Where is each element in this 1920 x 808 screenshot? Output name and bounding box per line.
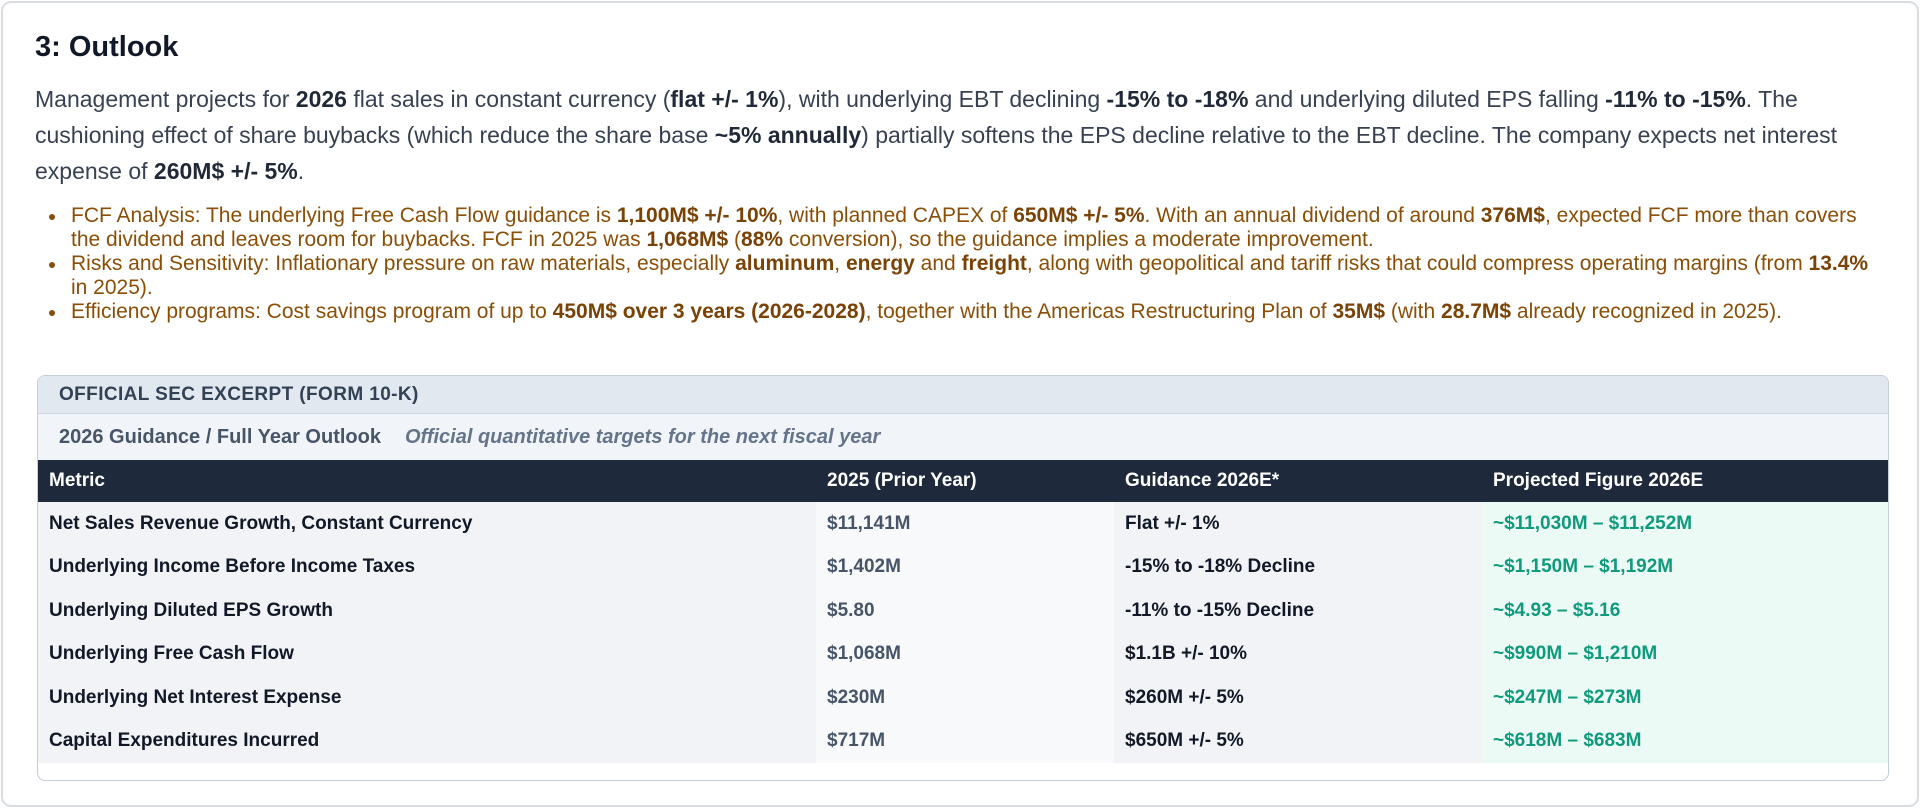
lead-highlight: flat +/- 1% bbox=[670, 86, 779, 112]
cell-metric: Capital Expenditures Incurred bbox=[38, 719, 816, 763]
bullet-highlight: 1,068M$ bbox=[646, 228, 729, 251]
cell-projected: ~$1,150M – $1,192M bbox=[1482, 545, 1888, 589]
bullet-highlight: 88% bbox=[741, 228, 784, 251]
cell-guidance: $260M +/- 5% bbox=[1114, 676, 1482, 720]
lead-text: Management projects for bbox=[35, 86, 296, 112]
table-row: Net Sales Revenue Growth, Constant Curre… bbox=[38, 502, 1888, 546]
lead-text: and underlying diluted EPS falling bbox=[1248, 86, 1606, 112]
cell-metric: Underlying Net Interest Expense bbox=[38, 676, 816, 720]
cell-guidance: $1.1B +/- 10% bbox=[1114, 632, 1482, 676]
sec-excerpt-panel: OFFICIAL SEC EXCERPT (FORM 10-K) 2026 Gu… bbox=[37, 375, 1889, 781]
cell-prior-year: $5.80 bbox=[816, 589, 1114, 633]
bullet-text: Risks and Sensitivity: Inflationary pres… bbox=[71, 252, 736, 275]
bullet-highlight: aluminum bbox=[735, 252, 835, 275]
bullet-highlight: 376M$ bbox=[1480, 204, 1545, 227]
lead-highlight: -15% to -18% bbox=[1106, 86, 1249, 112]
lead-highlight: ~5% annually bbox=[714, 122, 862, 148]
analysis-bullet-list: FCF Analysis: The underlying Free Cash F… bbox=[49, 204, 1889, 324]
table-row: Underlying Net Interest Expense $230M $260… bbox=[38, 676, 1888, 720]
lead-text: flat sales in constant currency ( bbox=[346, 86, 671, 112]
bullet-highlight: 1,100M$ +/- 10% bbox=[616, 204, 778, 227]
bullet-text: , bbox=[834, 252, 846, 275]
cell-guidance: -15% to -18% Decline bbox=[1114, 545, 1482, 589]
cell-prior-year: $1,402M bbox=[816, 545, 1114, 589]
bullet-text: in 2025). bbox=[71, 276, 153, 299]
bullet-highlight: 13.4% bbox=[1808, 252, 1869, 275]
cell-projected: ~$618M – $683M bbox=[1482, 719, 1888, 763]
table-row: Underlying Free Cash Flow $1,068M $1.1B +/… bbox=[38, 632, 1888, 676]
bullet-text: , expected FCF more than covers the divi… bbox=[71, 204, 1857, 251]
cell-prior-year: $11,141M bbox=[816, 502, 1114, 546]
column-header-metric: Metric bbox=[38, 460, 816, 502]
guidance-subtitle-note: Official quantitative targets for the ne… bbox=[404, 426, 881, 448]
bullet-highlight: 28.7M$ bbox=[1441, 300, 1512, 323]
sec-excerpt-subtitle-bar: 2026 Guidance / Full Year Outlook Officia… bbox=[38, 414, 1888, 460]
column-header-prior-year: 2025 (Prior Year) bbox=[816, 460, 1114, 502]
bullet-text: FCF Analysis: The underlying Free Cash F… bbox=[71, 204, 617, 227]
table-row: Underlying Diluted EPS Growth $5.80 -11% t… bbox=[38, 589, 1888, 633]
lead-paragraph: Management projects for 2026 flat sales … bbox=[35, 81, 1889, 189]
bullet-text: (with bbox=[1385, 300, 1442, 323]
lead-highlight: 260M$ +/- 5% bbox=[153, 158, 298, 184]
bullet-text: ( bbox=[728, 228, 742, 251]
analysis-bullet: Risks and Sensitivity: Inflationary pres… bbox=[49, 252, 1889, 300]
bullet-highlight: freight bbox=[961, 252, 1027, 275]
cell-projected: ~$4.93 – $5.16 bbox=[1482, 589, 1888, 633]
cell-guidance: Flat +/- 1% bbox=[1114, 502, 1482, 546]
table-row: Capital Expenditures Incurred $717M $650M … bbox=[38, 719, 1888, 763]
cell-metric: Net Sales Revenue Growth, Constant Curre… bbox=[38, 502, 816, 546]
cell-metric: Underlying Diluted EPS Growth bbox=[38, 589, 816, 633]
lead-highlight: -11% to -15% bbox=[1605, 86, 1746, 112]
section-title: 3: Outlook bbox=[35, 31, 179, 63]
cell-metric: Underlying Income Before Income Taxes bbox=[38, 545, 816, 589]
bullet-highlight: 450M$ over 3 years (2026-2028) bbox=[552, 300, 866, 323]
bullet-text: , together with the Americas Restructuri… bbox=[865, 300, 1333, 323]
sec-excerpt-header: OFFICIAL SEC EXCERPT (FORM 10-K) bbox=[38, 376, 1888, 414]
lead-text: ) partially softens the EPS decline rela… bbox=[35, 122, 1838, 184]
cell-prior-year: $717M bbox=[816, 719, 1114, 763]
cell-projected: ~$990M – $1,210M bbox=[1482, 632, 1888, 676]
bullet-text: Efficiency programs: Cost savings progra… bbox=[71, 300, 553, 323]
column-header-projected: Projected Figure 2026E bbox=[1482, 460, 1888, 502]
cell-guidance: -11% to -15% Decline bbox=[1114, 589, 1482, 633]
lead-text: ), with underlying EBT declining bbox=[778, 86, 1107, 112]
bullet-text: , with planned CAPEX of bbox=[777, 204, 1014, 227]
bullet-text: already recognized in 2025). bbox=[1511, 300, 1782, 323]
bullet-highlight: energy bbox=[845, 252, 915, 275]
lead-text: . bbox=[297, 158, 305, 184]
guidance-subtitle: 2026 Guidance / Full Year Outlook bbox=[59, 426, 381, 448]
bullet-text: , along with geopolitical and tariff ris… bbox=[1026, 252, 1809, 275]
guidance-table: Metric 2025 (Prior Year) Guidance 2026E*… bbox=[38, 460, 1888, 763]
lead-text: . The cushioning effect of share buyback… bbox=[35, 86, 1798, 148]
bullet-highlight: 35M$ bbox=[1332, 300, 1385, 323]
cell-projected: ~$247M – $273M bbox=[1482, 676, 1888, 720]
table-row: Underlying Income Before Income Taxes $1,… bbox=[38, 545, 1888, 589]
bullet-text: and bbox=[914, 252, 962, 275]
bullet-text: . With an annual dividend of around bbox=[1144, 204, 1481, 227]
cell-metric: Underlying Free Cash Flow bbox=[38, 632, 816, 676]
cell-guidance: $650M +/- 5% bbox=[1114, 719, 1482, 763]
bullet-text: conversion), so the guidance implies a m… bbox=[783, 228, 1374, 251]
analysis-bullet: Efficiency programs: Cost savings progra… bbox=[49, 300, 1889, 324]
outlook-content: 3: Outlook Management projects for 2026 … bbox=[35, 25, 1889, 324]
cell-prior-year: $230M bbox=[816, 676, 1114, 720]
cell-prior-year: $1,068M bbox=[816, 632, 1114, 676]
bullet-highlight: 650M$ +/- 5% bbox=[1013, 204, 1145, 227]
cell-projected: ~$11,030M – $11,252M bbox=[1482, 502, 1888, 546]
column-header-guidance: Guidance 2026E* bbox=[1114, 460, 1482, 502]
lead-highlight: 2026 bbox=[295, 86, 347, 112]
guidance-table-header-row: Metric 2025 (Prior Year) Guidance 2026E*… bbox=[38, 460, 1888, 502]
analysis-bullet: FCF Analysis: The underlying Free Cash F… bbox=[49, 204, 1889, 252]
